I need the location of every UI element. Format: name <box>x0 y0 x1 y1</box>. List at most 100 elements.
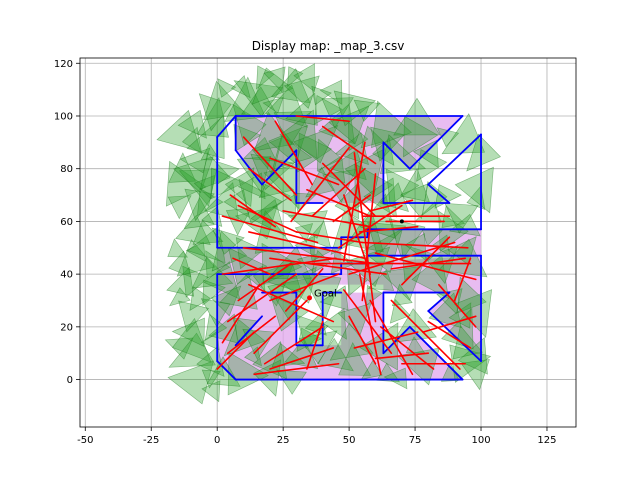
triangle-cell <box>338 342 372 376</box>
x-tick-label: 25 <box>277 435 290 446</box>
triangle-cell <box>405 336 426 354</box>
wall-segment <box>427 291 451 312</box>
wall-segment <box>216 115 237 138</box>
triangle-cell <box>452 325 483 360</box>
triangle-cell <box>224 76 266 122</box>
x-tick-label: 100 <box>471 435 490 446</box>
triangle-cell <box>200 298 231 328</box>
path-segment <box>237 262 292 302</box>
triangle-cell <box>457 276 487 314</box>
wall-segment <box>216 360 237 381</box>
triangle-cell <box>165 160 207 207</box>
triangle-cell <box>235 237 265 270</box>
wall-segment <box>427 133 482 186</box>
triangle-layer <box>156 63 501 405</box>
path-segment <box>226 273 298 323</box>
triangle-cell <box>370 126 406 162</box>
triangle-cell <box>391 283 413 307</box>
triangle-cell <box>185 241 206 262</box>
goal-annotation: Goal <box>314 289 337 300</box>
path-segment <box>453 257 472 302</box>
triangle-cell <box>208 313 238 344</box>
triangle-cell <box>347 268 368 297</box>
x-tick-label: 125 <box>537 435 556 446</box>
triangle-cell <box>353 99 381 122</box>
triangle-cell <box>322 168 357 203</box>
path-segment <box>248 167 292 202</box>
triangle-cell <box>436 288 463 315</box>
free-region <box>349 115 463 203</box>
y-tick-label: 80 <box>60 164 73 175</box>
wall-segment <box>382 141 411 170</box>
triangle-cell <box>447 236 477 266</box>
path-segment <box>242 136 298 196</box>
triangle-cell <box>210 285 242 317</box>
triangle-cell <box>270 295 310 332</box>
wall-segment <box>408 115 464 170</box>
axes-frame <box>79 57 577 428</box>
path-segment <box>337 204 403 249</box>
path-segment <box>401 236 451 286</box>
triangle-cell <box>168 152 196 183</box>
triangle-cell <box>460 359 490 391</box>
triangle-cell <box>166 266 195 297</box>
triangle-cell <box>367 269 395 291</box>
triangle-cell <box>416 149 448 182</box>
triangle-cell <box>318 103 355 145</box>
path-segment <box>379 326 435 370</box>
triangle-cell <box>272 135 313 170</box>
triangle-cell <box>383 367 408 390</box>
triangle-cell <box>167 195 192 220</box>
triangle-cell <box>156 109 202 152</box>
path-segment <box>221 215 319 244</box>
path-segment <box>390 257 466 270</box>
path-segment <box>263 326 324 365</box>
triangle-cell <box>316 138 343 172</box>
triangle-cell <box>223 189 250 218</box>
triangle-cell <box>201 380 221 403</box>
y-axis-ticks: 0 20 40 60 80 100 120 <box>54 59 80 386</box>
path-segment <box>321 125 377 165</box>
path-segment <box>438 283 477 328</box>
path-segment <box>348 315 377 365</box>
triangle-cell <box>293 63 315 93</box>
triangle-cell <box>422 230 443 247</box>
triangle-cell <box>279 109 318 160</box>
y-tick-label: 100 <box>54 111 73 122</box>
triangle-cell <box>193 175 216 200</box>
path-segment <box>221 283 261 344</box>
triangle-cell <box>270 68 311 104</box>
triangle-cell <box>205 250 231 279</box>
triangle-cell <box>189 286 211 312</box>
path-segment <box>290 146 350 223</box>
triangle-cell <box>441 307 474 350</box>
triangle-cell <box>192 219 224 245</box>
triangle-cell <box>385 168 420 206</box>
triangle-cell <box>376 362 401 383</box>
triangle-cell <box>171 317 205 347</box>
triangle-cell <box>173 156 214 194</box>
path-segment <box>226 315 277 355</box>
free-region <box>217 247 342 275</box>
x-axis-ticks: -50 -25 0 25 50 75 100 125 <box>77 427 557 446</box>
triangle-cell <box>251 137 283 176</box>
x-tick-label: -25 <box>143 435 159 446</box>
wall-segment <box>427 310 482 363</box>
triangle-cell <box>441 113 485 155</box>
triangle-cell <box>466 133 501 172</box>
path-segment <box>361 173 377 302</box>
triangle-cell <box>283 75 320 109</box>
path-segment <box>242 246 377 265</box>
path-segment <box>358 225 419 233</box>
x-tick-label: 0 <box>214 435 220 446</box>
triangle-cell <box>233 80 284 117</box>
triangle-cell <box>191 256 234 289</box>
y-tick-label: 20 <box>60 322 73 333</box>
y-tick-label: 40 <box>60 270 73 281</box>
triangle-cell <box>263 66 286 93</box>
path-segment <box>353 331 419 349</box>
wall-segment <box>261 149 298 186</box>
path-segment <box>306 320 324 370</box>
path-segment <box>229 194 277 228</box>
